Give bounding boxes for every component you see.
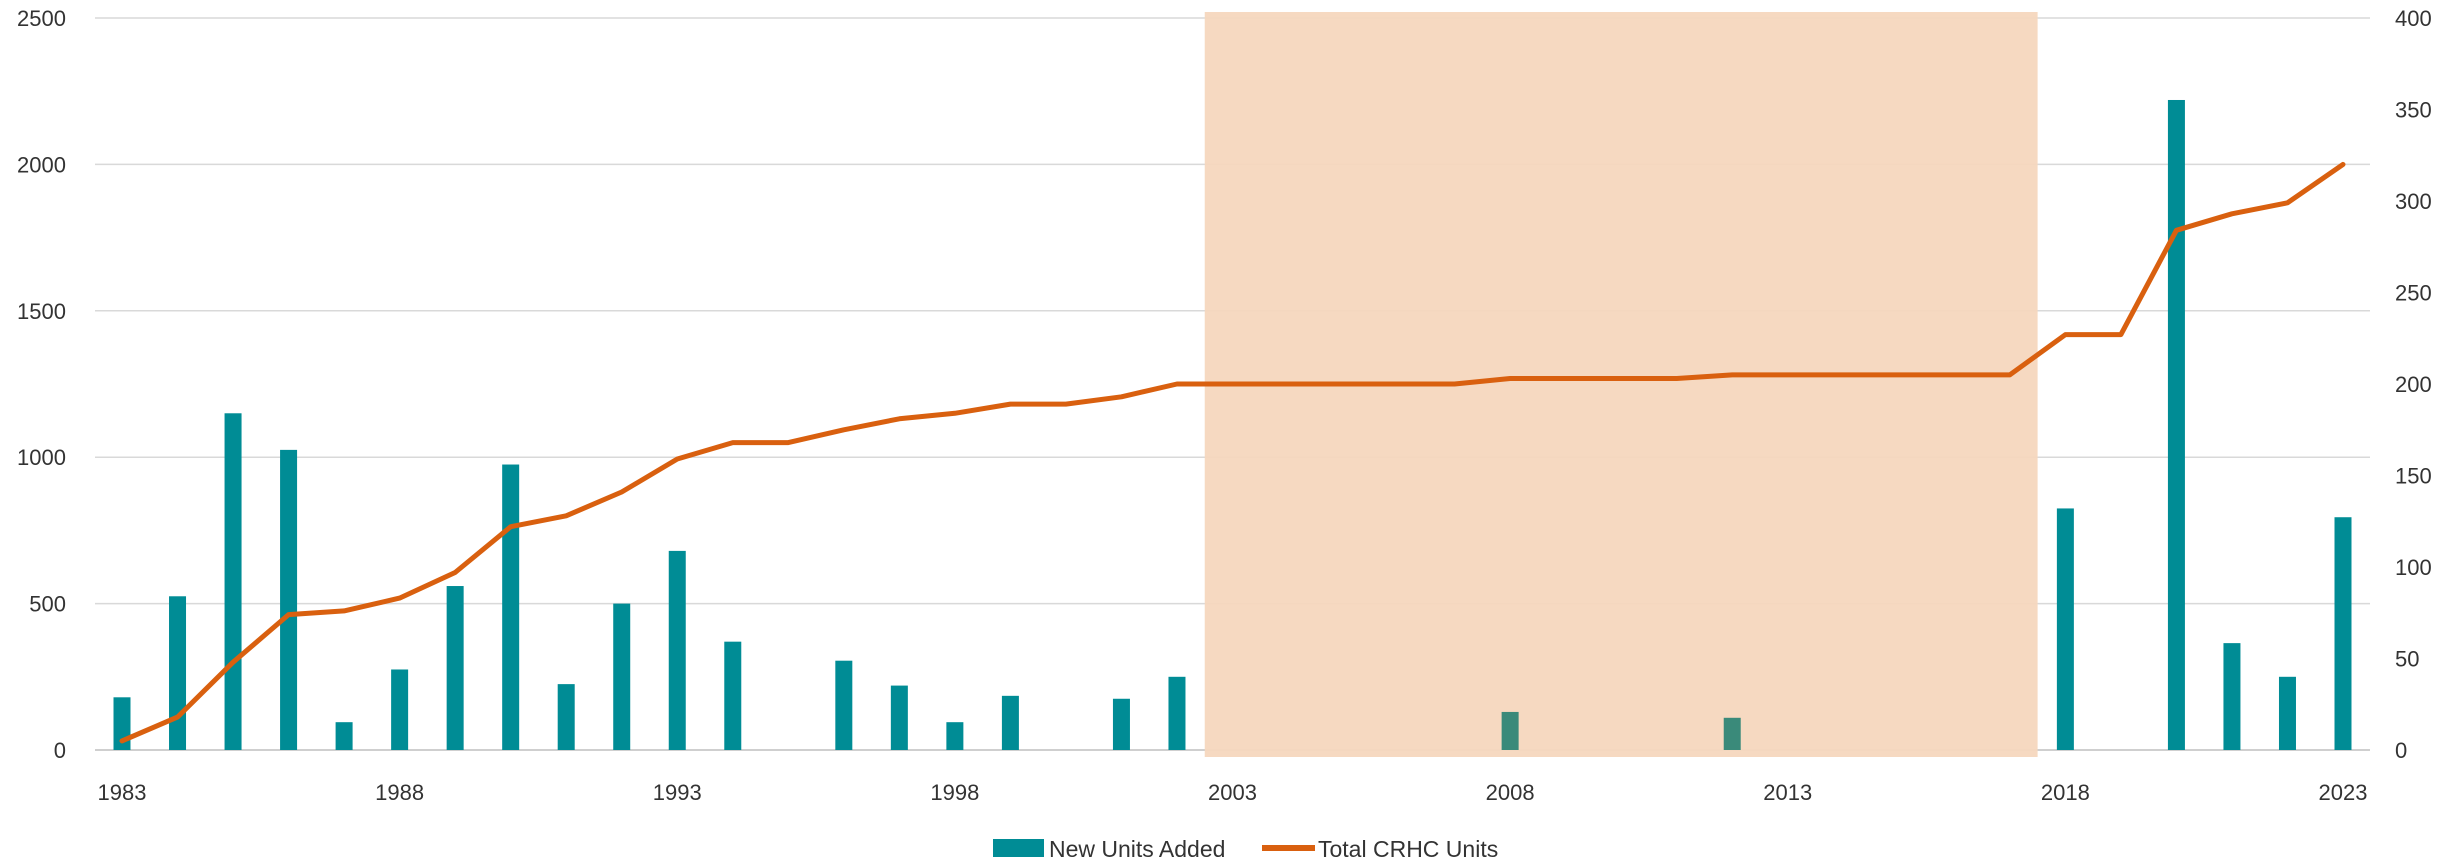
- legend-swatch-new-units: [993, 839, 1044, 857]
- bar: [169, 596, 187, 750]
- bar: [1001, 695, 1019, 750]
- bar: [613, 603, 631, 750]
- bar: [280, 449, 298, 750]
- bar: [890, 685, 908, 750]
- y-right-tick-label: 150: [2395, 464, 2432, 489]
- y-right-tick-label: 50: [2395, 647, 2419, 672]
- y-right-tick-label: 300: [2395, 189, 2432, 214]
- x-tick-label: 1993: [653, 780, 702, 805]
- bar: [835, 660, 853, 750]
- legend-label-total-units: Total CRHC Units: [1318, 836, 1498, 862]
- bar: [446, 586, 464, 750]
- bar: [335, 722, 353, 750]
- y-left-tick-label: 2000: [17, 152, 66, 177]
- x-tick-label: 1983: [98, 780, 147, 805]
- bar: [2223, 643, 2241, 750]
- bar: [2167, 99, 2185, 750]
- bar: [946, 722, 964, 750]
- x-tick-label: 2023: [2319, 780, 2368, 805]
- bar: [2278, 676, 2296, 750]
- x-tick-label: 1988: [375, 780, 424, 805]
- y-right-tick-label: 350: [2395, 98, 2432, 123]
- bar: [1112, 698, 1130, 750]
- bar: [391, 669, 409, 750]
- line-series-total-units: [119, 161, 2346, 744]
- y-right-tick-label: 250: [2395, 281, 2432, 306]
- x-tick-label: 2008: [1486, 780, 1535, 805]
- y-left-tick-label: 1000: [17, 445, 66, 470]
- bar: [502, 464, 520, 750]
- bar: [2056, 508, 2074, 750]
- y-left-tick-label: 0: [54, 738, 66, 763]
- y-axis-left: 0 500 1000 1500 2000 2500: [17, 6, 66, 763]
- x-tick-label: 2013: [1763, 780, 1812, 805]
- bar: [557, 684, 575, 750]
- y-left-tick-label: 2500: [17, 6, 66, 31]
- y-left-tick-label: 500: [29, 592, 66, 617]
- line-path: [119, 161, 2346, 744]
- bar: [724, 641, 742, 750]
- x-tick-label: 2003: [1208, 780, 1257, 805]
- bar: [2334, 517, 2352, 750]
- y-axis-right: 0 50 100 150 200 250 300 350 400: [2395, 6, 2432, 763]
- bar: [668, 550, 686, 750]
- y-right-tick-label: 400: [2395, 6, 2432, 31]
- bar: [1501, 711, 1519, 750]
- legend: New Units Added Total CRHC Units: [993, 836, 1498, 862]
- bar: [1723, 717, 1741, 750]
- y-left-tick-label: 1500: [17, 299, 66, 324]
- y-right-tick-label: 100: [2395, 555, 2432, 580]
- y-right-tick-label: 0: [2395, 738, 2407, 763]
- legend-label-new-units: New Units Added: [1049, 836, 1225, 862]
- x-tick-label: 1998: [930, 780, 979, 805]
- x-axis: 1983 1988 1993 1998 2003 2008 2013 2018 2023: [98, 780, 2368, 805]
- bar: [224, 413, 242, 750]
- x-tick-label: 2018: [2041, 780, 2090, 805]
- y-right-tick-label: 200: [2395, 372, 2432, 397]
- bar: [1168, 676, 1186, 750]
